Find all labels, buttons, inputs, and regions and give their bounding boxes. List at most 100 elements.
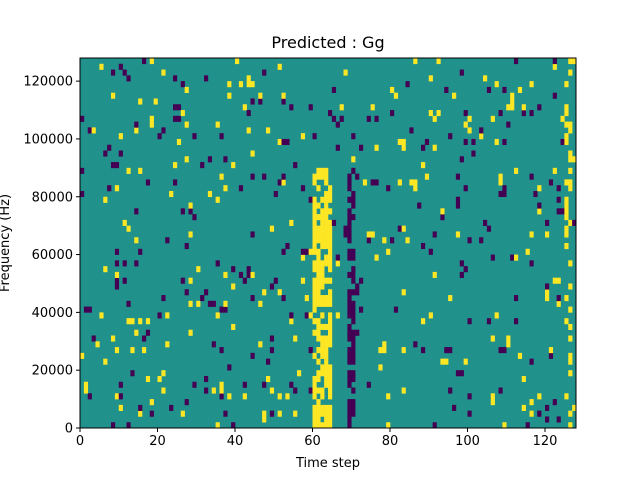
heatmap-cell (444, 347, 449, 354)
heatmap-cell (312, 243, 317, 250)
heatmap-cell (459, 271, 464, 278)
heatmap-cell (316, 404, 321, 411)
heatmap-cell (351, 306, 356, 313)
heatmap-cell (568, 121, 573, 128)
heatmap-cell (316, 410, 321, 417)
heatmap-cell (521, 404, 526, 411)
heatmap-cell (316, 399, 321, 406)
heatmap-cell (502, 138, 507, 146)
heatmap-cell (413, 179, 418, 186)
heatmap-cell (250, 81, 255, 88)
heatmap-cell (80, 167, 85, 174)
heatmap-cell (351, 358, 356, 365)
heatmap-cell (564, 133, 569, 140)
heatmap-cell (312, 248, 317, 255)
heatmap-cell (250, 295, 255, 302)
heatmap-cell (521, 104, 526, 111)
heatmap-cell (126, 167, 131, 174)
heatmap-cell (486, 318, 492, 325)
heatmap-cell (316, 237, 321, 244)
heatmap-cell (262, 410, 267, 417)
heatmap-cell (231, 162, 236, 169)
heatmap-cell (494, 138, 499, 146)
heatmap-cell (514, 254, 519, 261)
heatmap-cell (320, 260, 325, 267)
heatmap-cell (320, 422, 325, 429)
heatmap-cell (180, 208, 185, 215)
heatmap-cell (258, 341, 263, 348)
heatmap-cell (173, 75, 178, 82)
heatmap-cell (552, 167, 557, 174)
heatmap-cell (568, 156, 573, 163)
heatmap-cell (277, 410, 282, 417)
heatmap-cell (83, 387, 89, 394)
heatmap-cell (138, 318, 143, 325)
heatmap-cell (157, 312, 162, 319)
heatmap-cell (498, 190, 503, 198)
heatmap-cell (227, 81, 232, 88)
heatmap-cell (312, 231, 317, 238)
heatmap-cell (269, 387, 275, 394)
heatmap-cell (564, 202, 569, 209)
heatmap-cell (320, 347, 325, 354)
heatmap-cell (235, 58, 240, 65)
heatmap-cell (316, 329, 321, 336)
heatmap-cell (285, 138, 290, 146)
heatmap-cell (347, 335, 352, 342)
y-tick-label: 120000 (23, 75, 73, 90)
heatmap-cell (351, 248, 356, 255)
heatmap-cell (529, 173, 534, 180)
heatmap-cell (448, 295, 453, 302)
heatmap-cell (118, 404, 123, 411)
heatmap-cell (312, 133, 317, 140)
heatmap-cell (165, 341, 170, 348)
heatmap-cell (331, 219, 337, 226)
heatmap-cell (572, 156, 577, 163)
heatmap-cell (328, 248, 333, 255)
heatmap-cell (568, 306, 573, 313)
heatmap-cell (114, 185, 120, 192)
heatmap-cell (258, 98, 263, 105)
heatmap-cell (231, 266, 236, 273)
heatmap-cell (405, 81, 410, 88)
heatmap-cell (343, 225, 348, 232)
heatmap-cell (320, 214, 325, 221)
heatmap-cell (378, 364, 383, 371)
heatmap-cell (347, 254, 352, 261)
heatmap-cell (351, 404, 356, 411)
heatmap-cell (165, 237, 170, 244)
heatmap-cell (390, 110, 395, 117)
heatmap-cell (328, 329, 333, 336)
heatmap-cell (312, 393, 317, 400)
heatmap-cell (130, 347, 135, 354)
heatmap-cell (312, 306, 317, 313)
heatmap-cell (564, 295, 569, 302)
heatmap-cell (351, 387, 356, 394)
heatmap-cell (324, 277, 329, 284)
heatmap-cell (506, 335, 511, 342)
plot-frame (79, 57, 577, 429)
heatmap-cell (320, 323, 325, 331)
heatmap-cell (134, 260, 139, 267)
heatmap-cell (242, 381, 247, 388)
heatmap-cell (184, 86, 189, 93)
heatmap-cell (316, 202, 321, 209)
heatmap-cell (308, 387, 313, 394)
heatmap-cell (320, 167, 325, 174)
heatmap-cell (126, 300, 131, 307)
heatmap-cell (281, 295, 286, 302)
heatmap-cell (463, 266, 468, 273)
heatmap-cell (347, 375, 352, 383)
heatmap-cell (328, 110, 333, 117)
heatmap-cell (328, 231, 333, 238)
heatmap-cell (324, 295, 329, 302)
heatmap-cell (273, 277, 278, 284)
heatmap-cell (293, 335, 298, 342)
heatmap-cell (428, 248, 433, 255)
heatmap-cell (211, 341, 216, 348)
heatmap-cell (459, 69, 464, 76)
heatmap-cell (289, 219, 294, 226)
heatmap-cell (122, 219, 127, 226)
heatmap-cell (320, 387, 325, 394)
heatmap-cell (316, 358, 321, 365)
